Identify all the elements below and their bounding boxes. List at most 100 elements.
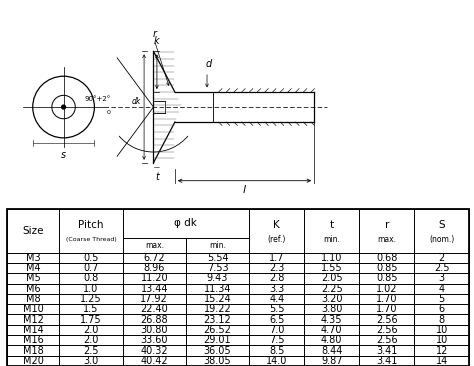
Text: 5: 5 xyxy=(438,294,445,304)
Text: 0.7: 0.7 xyxy=(83,263,99,273)
Text: 14: 14 xyxy=(436,356,448,366)
Text: 17.92: 17.92 xyxy=(140,294,168,304)
Bar xyxy=(123,263,186,273)
Bar xyxy=(414,294,469,304)
Bar xyxy=(7,294,59,304)
Bar xyxy=(359,263,414,273)
Bar xyxy=(59,325,123,335)
Text: 26.88: 26.88 xyxy=(140,315,168,325)
Text: t: t xyxy=(155,172,159,182)
Text: Pitch: Pitch xyxy=(78,220,104,230)
Text: 15.24: 15.24 xyxy=(204,294,231,304)
Bar xyxy=(59,346,123,356)
Text: 2.0: 2.0 xyxy=(83,325,99,335)
Text: 3.41: 3.41 xyxy=(376,346,397,355)
Bar xyxy=(249,304,304,314)
Text: 40.42: 40.42 xyxy=(140,356,168,366)
Bar xyxy=(123,346,186,356)
Text: (Coarse Thread): (Coarse Thread) xyxy=(65,237,117,242)
Bar xyxy=(359,284,414,294)
Text: 1.02: 1.02 xyxy=(376,284,398,294)
Text: 36.05: 36.05 xyxy=(204,346,231,355)
Text: 8: 8 xyxy=(439,315,445,325)
Text: 0: 0 xyxy=(107,110,110,115)
Text: 5.5: 5.5 xyxy=(269,305,284,314)
Bar xyxy=(59,284,123,294)
Text: 13.44: 13.44 xyxy=(140,284,168,294)
Text: M14: M14 xyxy=(23,325,44,335)
Text: 4.35: 4.35 xyxy=(321,315,343,325)
Circle shape xyxy=(62,105,65,109)
Bar xyxy=(304,284,359,294)
Bar xyxy=(123,294,186,304)
Text: 6: 6 xyxy=(439,305,445,314)
Text: 8.96: 8.96 xyxy=(144,263,165,273)
Bar xyxy=(7,356,59,366)
Text: 1.70: 1.70 xyxy=(376,305,398,314)
Bar xyxy=(304,346,359,356)
Text: 40.32: 40.32 xyxy=(140,346,168,355)
Bar xyxy=(304,335,359,346)
Text: 7.5: 7.5 xyxy=(269,335,284,345)
Text: 2.56: 2.56 xyxy=(376,315,398,325)
Bar xyxy=(123,314,186,325)
Text: 33.60: 33.60 xyxy=(140,335,168,345)
Bar xyxy=(304,325,359,335)
Bar xyxy=(59,335,123,346)
Bar xyxy=(59,273,123,284)
Text: dk: dk xyxy=(131,97,141,107)
Bar xyxy=(304,253,359,263)
Bar xyxy=(186,314,249,325)
Text: M4: M4 xyxy=(26,263,41,273)
Text: K: K xyxy=(273,220,280,230)
Bar xyxy=(359,304,414,314)
Text: l: l xyxy=(243,185,246,195)
Text: M18: M18 xyxy=(23,346,44,355)
Bar xyxy=(59,304,123,314)
Bar xyxy=(414,209,469,253)
Text: d: d xyxy=(206,59,212,68)
Text: 1.10: 1.10 xyxy=(321,253,342,263)
Bar xyxy=(414,284,469,294)
Bar xyxy=(186,253,249,263)
Text: 2.05: 2.05 xyxy=(321,273,343,283)
Text: 2.5: 2.5 xyxy=(434,263,449,273)
Bar xyxy=(304,294,359,304)
Text: 0.8: 0.8 xyxy=(83,273,99,283)
Text: 6.5: 6.5 xyxy=(269,315,284,325)
Text: 2.5: 2.5 xyxy=(83,346,99,355)
Bar xyxy=(304,304,359,314)
Bar xyxy=(414,304,469,314)
Text: 38.05: 38.05 xyxy=(204,356,231,366)
Bar xyxy=(123,273,186,284)
Text: 2.25: 2.25 xyxy=(321,284,343,294)
Bar xyxy=(7,346,59,356)
Text: 10: 10 xyxy=(436,335,448,345)
Text: M6: M6 xyxy=(26,284,41,294)
Bar xyxy=(123,253,186,263)
Bar xyxy=(249,356,304,366)
Text: 0.85: 0.85 xyxy=(376,273,398,283)
Text: max.: max. xyxy=(377,235,396,244)
Text: 5.54: 5.54 xyxy=(207,253,228,263)
Bar xyxy=(359,253,414,263)
Bar xyxy=(359,356,414,366)
Bar xyxy=(186,238,249,253)
Text: 22.40: 22.40 xyxy=(140,305,168,314)
Bar xyxy=(359,294,414,304)
Bar xyxy=(123,238,186,253)
Bar xyxy=(7,325,59,335)
Bar xyxy=(414,253,469,263)
Text: 3.41: 3.41 xyxy=(376,356,397,366)
Bar xyxy=(249,346,304,356)
Bar xyxy=(359,346,414,356)
Bar xyxy=(123,325,186,335)
Text: 26.52: 26.52 xyxy=(204,325,231,335)
Bar xyxy=(414,263,469,273)
Text: 3.80: 3.80 xyxy=(321,305,342,314)
Text: 2.0: 2.0 xyxy=(83,335,99,345)
Bar xyxy=(59,314,123,325)
Bar xyxy=(186,273,249,284)
Bar xyxy=(123,304,186,314)
Bar xyxy=(249,209,304,253)
